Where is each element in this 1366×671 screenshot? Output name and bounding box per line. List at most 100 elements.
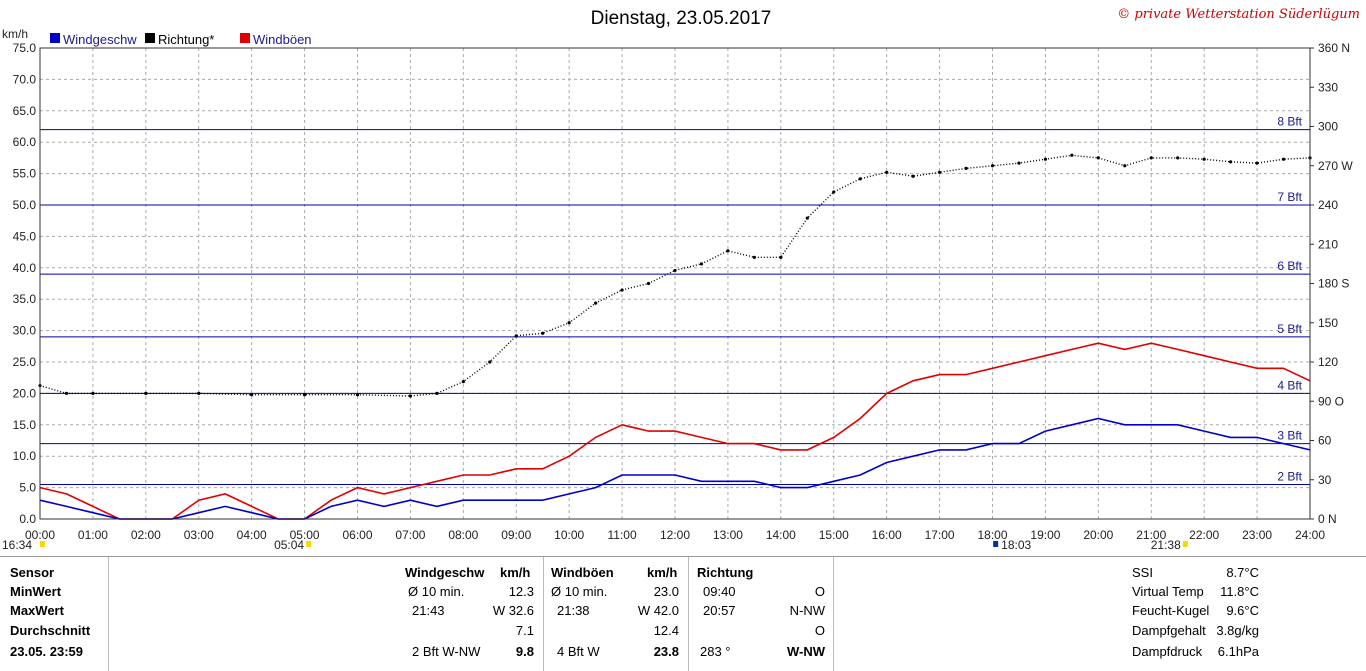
series-line-richtung <box>39 154 1311 397</box>
richtung-point <box>1096 156 1100 160</box>
y2-tick-label: 120 <box>1318 355 1338 369</box>
richtung-point <box>197 391 201 395</box>
beaufort-label: 3 Bft <box>1277 429 1302 443</box>
series-line-windboeen <box>39 342 1311 520</box>
time-marker-label: 16:34 <box>2 538 32 552</box>
y-tick-label: 65.0 <box>13 104 37 118</box>
wind-min-label: Ø 10 min. <box>408 584 465 599</box>
copyright-text: © private Wetterstation Süderlügum <box>1117 7 1360 22</box>
wind-max-value: W 32.6 <box>492 603 534 618</box>
avg-label: Durchschnitt <box>10 623 91 638</box>
divider <box>833 557 834 671</box>
x-tick-label: 17:00 <box>925 528 955 542</box>
richtung-point <box>408 394 413 398</box>
now-label: 23.05. 23:59 <box>10 644 84 659</box>
x-tick-label: 16:00 <box>872 528 902 542</box>
dir-max-time: 20:57 <box>703 603 736 618</box>
y-tick-label: 70.0 <box>13 72 37 86</box>
richtung-point <box>1176 156 1180 160</box>
richtung-point <box>541 331 545 335</box>
richtung-point <box>805 216 809 220</box>
legend: Windgeschw Richtung* Windböen <box>50 32 312 47</box>
y2-tick-label: 60 <box>1318 434 1332 448</box>
stats-panel: Sensor MinWert MaxWert Durchschnitt 23.0… <box>0 556 1366 671</box>
legend-swatch-windboeen <box>240 33 250 43</box>
dir-now-value: W-NW <box>787 644 825 659</box>
dir-header: Richtung <box>697 565 754 580</box>
richtung-point <box>911 174 915 178</box>
max-label: MaxWert <box>10 603 64 618</box>
richtung-point <box>488 360 492 364</box>
beaufort-label: 6 Bft <box>1277 259 1302 273</box>
beaufort-label: 7 Bft <box>1277 190 1302 204</box>
x-tick-label: 11:00 <box>608 528 637 542</box>
y-tick-label: 25.0 <box>13 355 37 369</box>
time-marker-label: 21:38 <box>1151 538 1181 552</box>
y2-tick-label: 270 W <box>1318 159 1353 173</box>
y2-tick-label: 360 N <box>1318 41 1350 55</box>
time-marker <box>40 541 45 547</box>
wind-header: Windgeschw <box>405 565 485 580</box>
y-tick-label: 35.0 <box>13 292 37 306</box>
y2-tick-label: 330 <box>1318 80 1338 94</box>
richtung-point <box>699 262 704 266</box>
richtung-point <box>1017 161 1021 165</box>
y-tick-label: 75.0 <box>13 41 37 55</box>
richtung-point <box>673 268 677 273</box>
sensor-header: Sensor <box>10 565 55 580</box>
y-tick-label: 55.0 <box>13 167 37 181</box>
wind-now-label: 2 Bft W-NW <box>412 644 481 659</box>
extra-label: Feucht-Kugel <box>1132 603 1210 618</box>
y2-tick-label: 90 O <box>1318 394 1344 408</box>
x-tick-label: 21:00 <box>1136 528 1166 542</box>
x-tick-label: 04:00 <box>237 528 267 542</box>
x-tick-label: 18:00 <box>977 528 1007 542</box>
richtung-point <box>937 170 942 174</box>
extra-value: 6.1hPa <box>1217 644 1259 659</box>
x-tick-label: 06:00 <box>342 528 372 542</box>
x-tick-label: 05:00 <box>290 528 320 542</box>
dir-max-value: N-NW <box>789 603 825 618</box>
richtung-point <box>1043 157 1048 161</box>
y-tick-label: 45.0 <box>13 229 37 243</box>
richtung-point <box>1229 160 1233 164</box>
richtung-point <box>567 321 571 325</box>
y2-tick-label: 180 S <box>1318 277 1349 291</box>
x-tick-label: 14:00 <box>766 528 796 542</box>
series-layer <box>38 153 1312 520</box>
legend-swatch-windgeschw <box>50 33 60 43</box>
grid <box>39 47 1311 520</box>
dir-now-degrees: 283 ° <box>700 644 731 659</box>
dir-min-time: 09:40 <box>703 584 736 599</box>
dir-min-value: O <box>814 584 825 599</box>
y-tick-label: 15.0 <box>13 418 37 432</box>
beaufort-label: 5 Bft <box>1277 322 1302 336</box>
wind-unit: km/h <box>500 565 531 580</box>
richtung-point <box>1281 157 1286 161</box>
x-tick-label: 20:00 <box>1083 528 1113 542</box>
wind-chart: Dienstag, 23.05.2017 © private Wettersta… <box>2 7 1360 552</box>
y2-tick-label: 240 <box>1318 198 1338 212</box>
gust-max-value: W 42.0 <box>637 603 679 618</box>
series-line-windgeschw <box>39 417 1311 520</box>
richtung-point <box>832 190 836 194</box>
x-tick-label: 09:00 <box>501 528 531 542</box>
x-tick-label: 03:00 <box>184 528 214 542</box>
time-marker-label: 05:04 <box>274 538 304 552</box>
gust-max-time: 21:38 <box>557 603 590 618</box>
richtung-point <box>144 391 148 395</box>
legend-swatch-richtung <box>145 33 155 43</box>
gust-now-value: 23.8 <box>653 644 679 659</box>
richtung-point <box>302 393 307 397</box>
x-tick-label: 01:00 <box>78 528 108 542</box>
x-tick-label: 19:00 <box>1030 528 1060 542</box>
richtung-point <box>752 255 756 259</box>
x-axis: 00:00 01:00 02:00 03:00 04:00 05:00 06:00 07:00… <box>25 528 1325 542</box>
gust-avg-value: 12.4 <box>653 623 679 638</box>
x-tick-label: 12:00 <box>660 528 690 542</box>
x-tick-label: 22:00 <box>1189 528 1219 542</box>
y2-tick-label: 300 <box>1318 120 1338 134</box>
extra-label: Dampfdruck <box>1132 644 1203 659</box>
dir-avg-value: O <box>814 623 825 638</box>
richtung-point <box>64 391 69 395</box>
